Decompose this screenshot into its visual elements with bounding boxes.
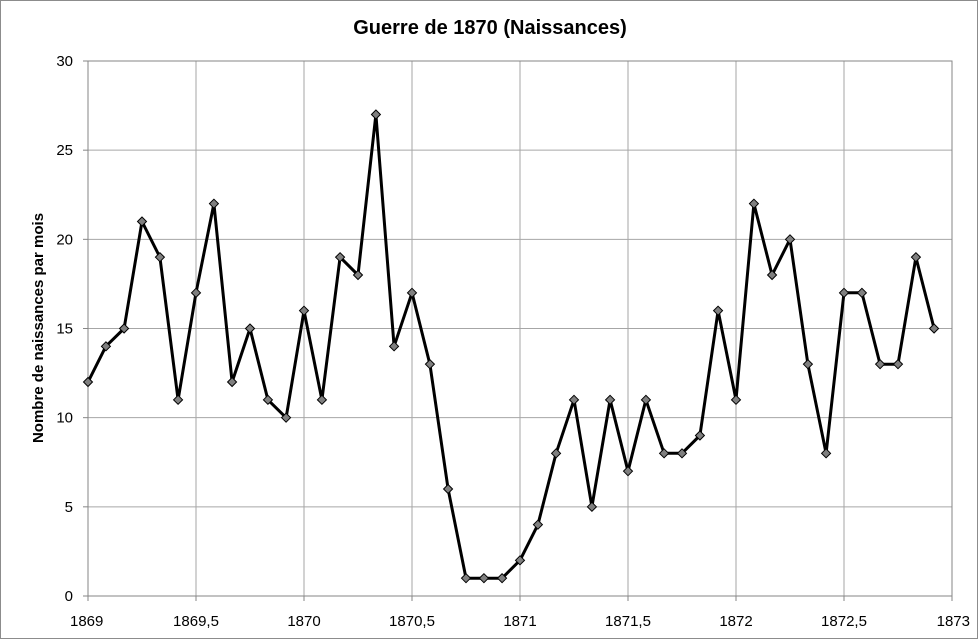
data-point-marker bbox=[874, 358, 886, 370]
y-tick-label: 15 bbox=[56, 321, 73, 338]
data-point-marker bbox=[586, 501, 598, 513]
x-tick-label: 1869 bbox=[70, 613, 103, 630]
births-series bbox=[82, 109, 940, 584]
data-point-marker bbox=[892, 358, 904, 370]
data-point-marker bbox=[190, 287, 202, 299]
y-tick-label: 30 bbox=[56, 53, 73, 70]
data-point-marker bbox=[298, 305, 310, 316]
x-tick-label: 1869,5 bbox=[173, 613, 219, 630]
data-point-marker bbox=[622, 465, 634, 477]
data-point-marker bbox=[532, 519, 544, 530]
y-axis-ticks: 0 5 10 15 20 25 30 bbox=[56, 53, 88, 605]
x-tick-label: 1872 bbox=[719, 613, 752, 630]
x-tick-label: 1872,5 bbox=[821, 613, 867, 630]
x-axis-ticks: 1869 1869,5 1870 1870,5 1871 1871,5 1872 1872,5… bbox=[70, 596, 970, 630]
data-point-marker bbox=[568, 394, 580, 406]
y-tick-label: 0 bbox=[65, 588, 73, 605]
data-point-marker bbox=[820, 448, 832, 459]
y-axis-title: Nombre de naissances par mois bbox=[30, 213, 47, 443]
data-point-marker bbox=[100, 341, 112, 352]
y-tick-label: 20 bbox=[56, 231, 73, 248]
chart-title: Guerre de 1870 (Naissances) bbox=[353, 17, 627, 39]
data-point-marker bbox=[316, 394, 328, 406]
data-point-marker bbox=[478, 572, 490, 584]
data-point-marker bbox=[604, 394, 616, 406]
data-point-marker bbox=[730, 394, 742, 406]
data-point-marker bbox=[460, 572, 472, 584]
data-point-marker bbox=[118, 323, 130, 334]
data-point-marker bbox=[550, 448, 562, 459]
x-tick-label: 1870 bbox=[287, 613, 320, 630]
series-line bbox=[86, 113, 936, 580]
y-tick-label: 25 bbox=[56, 142, 73, 159]
data-point-marker bbox=[784, 234, 796, 245]
data-point-marker bbox=[244, 323, 256, 334]
data-point-marker bbox=[910, 251, 922, 263]
x-tick-label: 1871 bbox=[503, 613, 536, 630]
data-point-marker bbox=[856, 287, 868, 299]
y-tick-label: 10 bbox=[56, 410, 73, 427]
data-point-marker bbox=[658, 448, 670, 459]
data-point-marker bbox=[82, 376, 94, 388]
y-tick-label: 5 bbox=[65, 499, 73, 516]
data-point-marker bbox=[514, 555, 526, 566]
data-point-marker bbox=[172, 394, 184, 406]
data-point-marker bbox=[226, 376, 238, 388]
data-point-marker bbox=[838, 287, 850, 299]
data-point-marker bbox=[424, 358, 436, 370]
data-point-marker bbox=[154, 251, 166, 263]
data-point-marker bbox=[442, 483, 454, 495]
x-tick-label: 1871,5 bbox=[605, 613, 651, 630]
data-point-marker bbox=[262, 394, 274, 406]
data-point-marker bbox=[388, 341, 400, 352]
x-tick-label: 1873 bbox=[937, 613, 970, 630]
data-point-marker bbox=[928, 323, 940, 334]
gridlines bbox=[87, 60, 953, 597]
data-point-marker bbox=[280, 412, 292, 423]
data-point-marker bbox=[640, 394, 652, 406]
x-tick-label: 1870,5 bbox=[389, 613, 435, 630]
data-point-marker bbox=[748, 198, 760, 209]
data-point-marker bbox=[766, 269, 778, 281]
data-point-marker bbox=[208, 198, 220, 209]
data-point-marker bbox=[694, 430, 706, 441]
data-point-marker bbox=[352, 269, 364, 281]
data-point-marker bbox=[136, 216, 148, 227]
data-point-marker bbox=[334, 251, 346, 263]
data-point-marker bbox=[676, 448, 688, 459]
data-point-marker bbox=[712, 305, 724, 316]
data-point-marker bbox=[802, 358, 814, 370]
data-point-marker bbox=[496, 572, 508, 584]
data-point-marker bbox=[370, 109, 382, 120]
data-point-marker bbox=[406, 287, 418, 299]
